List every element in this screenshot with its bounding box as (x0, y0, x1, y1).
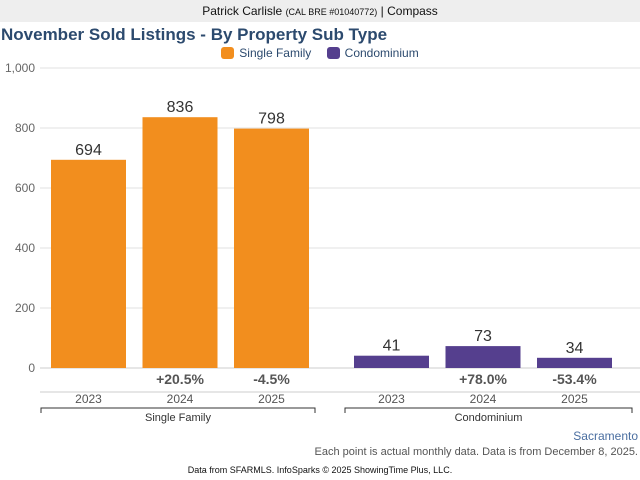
y-tick-label: 600 (15, 181, 35, 195)
legend-swatch-single-family (221, 47, 235, 59)
bar (142, 117, 218, 368)
x-tick-label: 2025 (258, 392, 285, 406)
chart-title: November Sold Listings - By Property Sub… (1, 25, 388, 44)
x-tick-label: 2025 (561, 392, 588, 406)
bar-value-label: 798 (258, 111, 285, 128)
x-tick-label: 2023 (378, 392, 405, 406)
legend-item-condominium[interactable]: Condominium (326, 46, 419, 60)
y-tick-label: 0 (28, 361, 35, 375)
legend-label-single-family: Single Family (239, 46, 312, 60)
license-number: (CAL BRE #01040772) (285, 7, 378, 17)
legend-swatch-condominium (326, 47, 340, 59)
x-tick-label: 2024 (167, 392, 194, 406)
bar-value-label: 836 (167, 99, 194, 116)
x-tick-label: 2023 (75, 392, 102, 406)
data-note: Each point is actual monthly data. Data … (314, 446, 638, 458)
legend-item-single-family[interactable]: Single Family (221, 46, 311, 60)
change-label: -4.5% (253, 371, 290, 387)
x-tick-label: 2024 (470, 392, 497, 406)
brokerage: Compass (387, 4, 438, 18)
change-label: -53.4% (552, 371, 597, 387)
bar-value-label: 34 (566, 340, 584, 357)
y-tick-label: 400 (15, 241, 35, 255)
header-bar: Patrick Carlisle (CAL BRE #01040772) | C… (0, 0, 640, 22)
bar (354, 355, 429, 368)
bar-value-label: 41 (383, 338, 401, 355)
bar (445, 346, 521, 368)
bar-value-label: 694 (75, 142, 102, 159)
group-bracket (40, 407, 316, 413)
change-label: +20.5% (156, 371, 204, 387)
separator: | (380, 4, 384, 18)
legend: Single Family Condominium (0, 46, 640, 60)
group-bracket (344, 407, 633, 413)
y-tick-label: 1,000 (5, 61, 35, 75)
footer-credit: Data from SFARMLS. InfoSparks © 2025 Sho… (187, 465, 453, 475)
y-tick-label: 800 (15, 121, 35, 135)
bar-value-label: 73 (474, 328, 492, 345)
bar (51, 159, 126, 368)
y-tick-label: 200 (15, 301, 35, 315)
region-link[interactable]: Sacramento (573, 429, 638, 443)
legend-label-condominium: Condominium (344, 46, 419, 60)
bar (234, 128, 309, 368)
group-label: Single Family (145, 412, 212, 424)
group-label: Condominium (455, 412, 523, 424)
bar (537, 357, 612, 368)
agent-name: Patrick Carlisle (202, 4, 283, 18)
change-label: +78.0% (459, 371, 507, 387)
